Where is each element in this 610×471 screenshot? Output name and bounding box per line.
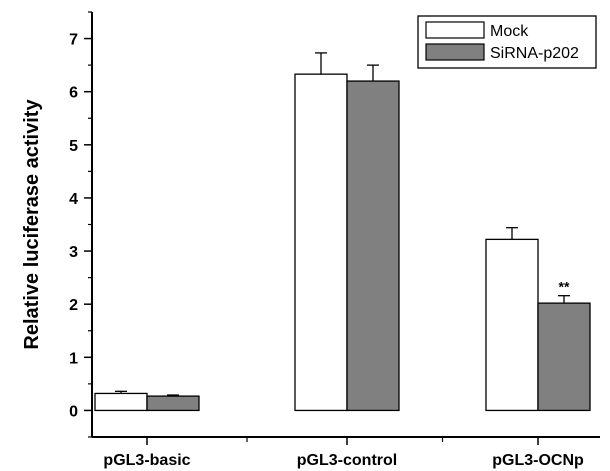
y-tick-label: 5 [69,138,78,155]
bar-mock [485,238,539,412]
significance-annotation: ** [559,279,570,295]
legend-swatch [425,21,485,39]
legend-label: SiRNA-p202 [490,45,579,62]
y-axis-title: Relative luciferase activity [21,99,43,350]
bar-mock [294,73,348,412]
y-tick-label: 0 [69,403,78,420]
bar-sirna-p202 [146,395,200,412]
bar-sirna-p202 [537,302,591,412]
x-tick-label: pGL3-OCNp [492,452,584,469]
y-tick-label: 7 [69,32,78,49]
legend-label: Mock [490,23,529,40]
bar-mock [94,392,148,412]
y-tick-label: 2 [69,297,78,314]
legend-swatch [425,43,485,61]
y-tick-label: 4 [69,191,78,208]
y-tick-label: 6 [69,85,78,102]
bar-sirna-p202 [346,80,400,412]
x-tick-label: pGL3-control [297,452,397,469]
y-tick-label: 3 [69,244,78,261]
y-tick-label: 1 [69,350,78,367]
x-tick-label: pGL3-basic [103,452,190,469]
